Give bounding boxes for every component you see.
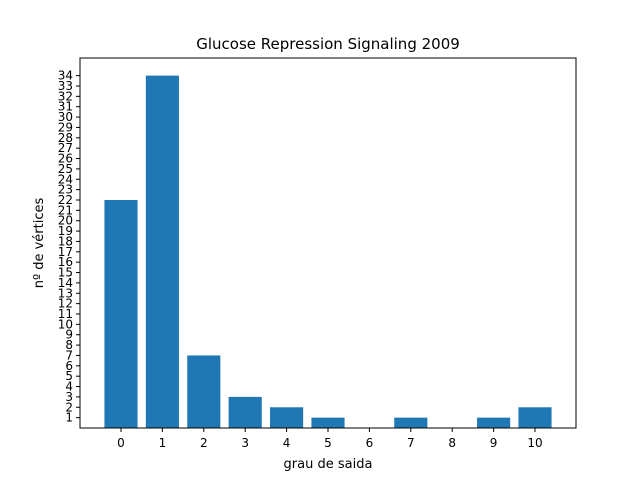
chart-title: Glucose Repression Signaling 2009 <box>196 35 460 53</box>
bar-9 <box>477 417 511 428</box>
y-tick-label: 17 <box>58 245 73 259</box>
y-tick-label: 14 <box>58 276 73 290</box>
y-tick-label: 34 <box>58 69 73 83</box>
y-tick-label: 18 <box>58 234 73 248</box>
x-tick-label: 7 <box>407 436 415 450</box>
y-tick-label: 26 <box>58 152 73 166</box>
y-axis-ticks: 1234567891011121314151617181920212223242… <box>58 69 80 425</box>
y-tick-label: 9 <box>65 328 73 342</box>
y-tick-label: 32 <box>58 89 73 103</box>
y-tick-label: 4 <box>65 380 73 394</box>
x-tick-label: 0 <box>117 436 125 450</box>
y-tick-label: 28 <box>58 131 73 145</box>
x-tick-label: 5 <box>324 436 332 450</box>
x-tick-label: 1 <box>159 436 167 450</box>
x-tick-label: 3 <box>241 436 249 450</box>
bar-10 <box>518 407 552 428</box>
x-axis-ticks: 0 1 2 3 4 5 6 7 8 9 10 <box>117 428 543 450</box>
y-tick-label: 21 <box>58 203 73 217</box>
y-tick-label: 31 <box>58 100 73 114</box>
bar-0 <box>104 199 138 428</box>
x-tick-label: 2 <box>200 436 208 450</box>
y-tick-label: 11 <box>58 307 73 321</box>
y-tick-label: 3 <box>65 390 73 404</box>
y-tick-label: 10 <box>58 317 73 331</box>
y-tick-label: 13 <box>58 286 73 300</box>
y-tick-label: 15 <box>58 266 73 280</box>
x-tick-label: 8 <box>448 436 456 450</box>
bar-5 <box>311 417 345 428</box>
y-tick-label: 8 <box>65 338 73 352</box>
bar-2 <box>187 355 221 428</box>
y-tick-label: 24 <box>58 172 73 186</box>
y-tick-label: 29 <box>58 120 73 134</box>
x-axis-label: grau de saida <box>284 457 373 472</box>
y-tick-label: 1 <box>65 411 73 425</box>
plot-area-frame <box>79 57 577 429</box>
y-tick-label: 5 <box>65 369 73 383</box>
y-tick-label: 22 <box>58 193 73 207</box>
y-tick-label: 27 <box>58 141 73 155</box>
bar-1 <box>145 75 179 429</box>
y-tick-label: 33 <box>58 79 73 93</box>
y-tick-label: 7 <box>65 348 73 362</box>
x-tick-label: 9 <box>490 436 498 450</box>
bar-3 <box>228 396 262 428</box>
x-tick-label: 4 <box>283 436 291 450</box>
x-tick-label: 6 <box>366 436 374 450</box>
y-tick-label: 19 <box>58 224 73 238</box>
bar-4 <box>270 407 304 428</box>
y-tick-label: 12 <box>58 297 73 311</box>
y-tick-label: 2 <box>65 400 73 414</box>
y-tick-label: 23 <box>58 183 73 197</box>
y-tick-label: 16 <box>58 255 73 269</box>
bars-group <box>104 75 552 429</box>
x-tick-label: 10 <box>527 436 542 450</box>
y-tick-label: 6 <box>65 359 73 373</box>
y-tick-label: 20 <box>58 214 73 228</box>
y-tick-label: 25 <box>58 162 73 176</box>
bar-7 <box>394 417 428 428</box>
y-tick-label: 30 <box>58 110 73 124</box>
y-axis-label: nº de vértices <box>32 198 47 289</box>
